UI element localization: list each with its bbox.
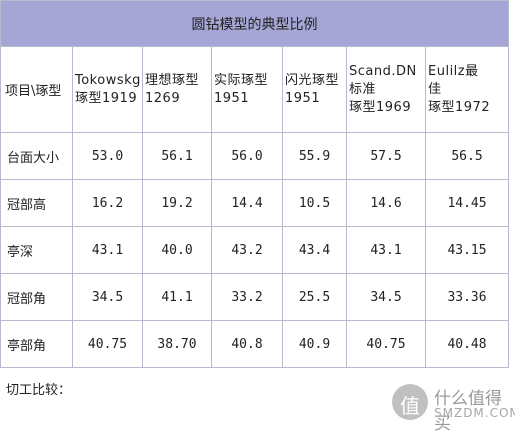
column-header-line: 1951 <box>285 90 321 106</box>
table-cell: 40.0 <box>142 226 212 274</box>
table-row: 冠部角 34.5 41.1 33.2 25.5 34.5 33.36 <box>0 273 510 321</box>
column-header-line: 1951 <box>214 90 250 106</box>
diamond-proportion-table: 圆钻模型的典型比例 项目\琢型 Tokowskg 琢型1919 理想琢型 1269 … <box>0 0 510 368</box>
watermark-logo-icon: 值 <box>392 384 428 420</box>
table-cell: 14.6 <box>346 179 426 227</box>
table-cell: 53.0 <box>72 132 143 180</box>
table-row: 亭深 43.1 40.0 43.2 43.4 43.1 43.15 <box>0 226 510 274</box>
column-header-line: 闪光琢型 <box>285 72 340 88</box>
diamond-proportion-table-wrap: 圆钻模型的典型比例 项目\琢型 Tokowskg 琢型1919 理想琢型 1269 … <box>0 0 510 368</box>
table-cell: 34.5 <box>72 273 143 321</box>
column-header-line: 琢型1919 <box>75 90 138 106</box>
table-cell: 40.75 <box>72 320 143 368</box>
watermark-logo-glyph: 值 <box>400 394 420 418</box>
row-label: 亭部角 <box>0 320 73 368</box>
watermark-text: 什么值得买 <box>434 389 502 434</box>
column-header: 闪光琢型 1951 <box>282 46 347 133</box>
table-cell: 40.75 <box>346 320 426 368</box>
table-cell: 33.36 <box>424 273 510 321</box>
table-cell: 43.1 <box>72 226 143 274</box>
column-header-line: 实际琢型 <box>214 72 269 88</box>
table-cell: 55.9 <box>282 132 347 180</box>
column-header-line: 1269 <box>145 90 181 106</box>
row-label: 亭深 <box>0 226 73 274</box>
table-cell: 43.4 <box>282 226 347 274</box>
column-header-line: 佳 <box>428 81 442 97</box>
row-label: 台面大小 <box>0 132 73 180</box>
table-cell: 43.15 <box>424 226 510 274</box>
caption-cut-comparison: 切工比较： <box>6 383 72 398</box>
table-row: 台面大小 53.0 56.1 56.0 55.9 57.5 56.5 <box>0 132 510 180</box>
table-cell: 14.4 <box>211 179 283 227</box>
row-header-label: 项目\琢型 <box>0 46 73 133</box>
column-header: 理想琢型 1269 <box>142 46 212 133</box>
table-cell: 43.2 <box>211 226 283 274</box>
table-cell: 16.2 <box>72 179 143 227</box>
column-header-line: Scand.DN <box>349 63 417 79</box>
table-cell: 33.2 <box>211 273 283 321</box>
table-row: 亭部角 40.75 38.70 40.8 40.9 40.75 40.48 <box>0 320 510 368</box>
table-cell: 43.1 <box>346 226 426 274</box>
table-cell: 41.1 <box>142 273 212 321</box>
table-header-row: 项目\琢型 Tokowskg 琢型1919 理想琢型 1269 实际琢型 1951 闪… <box>0 46 510 133</box>
table-cell: 19.2 <box>142 179 212 227</box>
table-cell: 40.9 <box>282 320 347 368</box>
column-header-line: Tokowskg <box>75 72 141 88</box>
table-cell: 10.5 <box>282 179 347 227</box>
table-cell: 38.70 <box>142 320 212 368</box>
column-header: Tokowskg 琢型1919 <box>72 46 143 133</box>
column-header-line: 理想琢型 <box>145 72 200 88</box>
table-cell: 40.8 <box>211 320 283 368</box>
table-title-row: 圆钻模型的典型比例 <box>0 0 510 47</box>
column-header-line: 标准 <box>349 81 377 97</box>
row-label: 冠部角 <box>0 273 73 321</box>
table-cell: 56.0 <box>211 132 283 180</box>
row-label: 冠部高 <box>0 179 73 227</box>
column-header: 实际琢型 1951 <box>211 46 283 133</box>
table-title: 圆钻模型的典型比例 <box>0 0 510 47</box>
table-cell: 25.5 <box>282 273 347 321</box>
table-cell: 57.5 <box>346 132 426 180</box>
column-header: Eulilz最佳琢型1972 <box>424 46 510 133</box>
table-cell: 34.5 <box>346 273 426 321</box>
table-cell: 56.5 <box>424 132 510 180</box>
column-header: Scand.DN 标准琢型1969 <box>346 46 426 133</box>
table-cell: 14.45 <box>424 179 510 227</box>
table-cell: 56.1 <box>142 132 212 180</box>
table-cell: 40.48 <box>424 320 510 368</box>
column-header-line: 琢型1972 <box>428 99 491 115</box>
column-header-line: Eulilz最 <box>428 63 479 79</box>
watermark-subtext: SMZDM.COM <box>434 406 515 420</box>
table-row: 冠部高 16.2 19.2 14.4 10.5 14.6 14.45 <box>0 179 510 227</box>
column-header-line: 琢型1969 <box>349 99 412 115</box>
watermark: 值 什么值得买 SMZDM.COM <box>392 382 515 434</box>
